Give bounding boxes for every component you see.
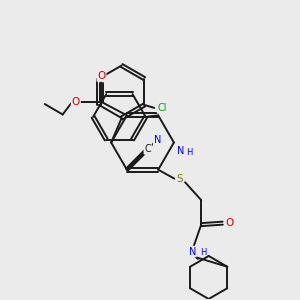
Text: Cl: Cl	[158, 103, 167, 113]
Text: O: O	[72, 97, 80, 107]
Text: O: O	[226, 218, 234, 228]
Text: N: N	[189, 247, 196, 256]
Text: S: S	[176, 174, 183, 184]
Text: C: C	[144, 144, 151, 154]
Text: H: H	[186, 148, 193, 158]
Text: N: N	[154, 135, 161, 145]
Text: N: N	[177, 146, 184, 156]
Text: H: H	[200, 248, 206, 257]
Text: O: O	[98, 71, 106, 81]
